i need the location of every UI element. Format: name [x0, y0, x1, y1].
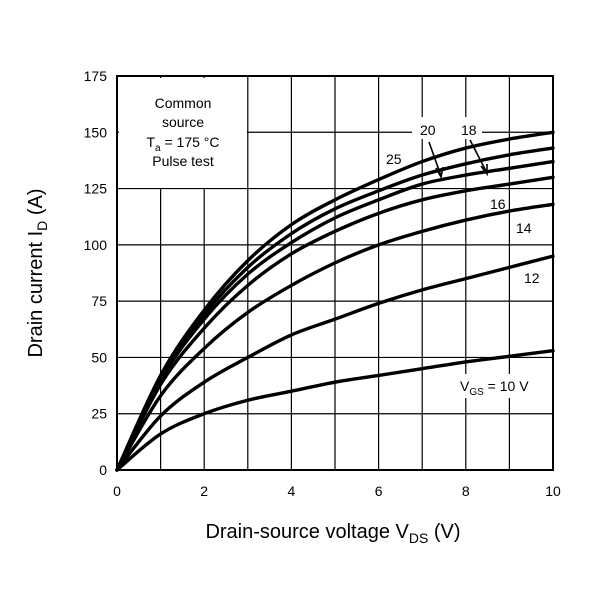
condition-temperature: Ta = 175 °C [146, 134, 219, 154]
vgs-sub: GS [469, 387, 484, 398]
condition-pulse: Pulse test [152, 153, 214, 169]
pointer-arrow-20 [428, 141, 444, 180]
x-tick-label: 4 [288, 483, 296, 499]
x-tick-label: 6 [375, 483, 383, 499]
y-axis-label-sub: D [34, 221, 50, 231]
y-tick-label: 150 [84, 124, 108, 140]
curve-vgs-16 [115, 175, 555, 472]
x-tick-label: 10 [545, 483, 561, 499]
x-axis-label-sub: DS [409, 530, 428, 546]
plot-frame [116, 75, 554, 471]
y-tick-label: 25 [91, 406, 107, 422]
x-axis-label-text: Drain-source voltage V [205, 521, 409, 543]
x-tick-label: 2 [200, 483, 208, 499]
curve-label-20: 20 [420, 122, 436, 138]
curve-vgs-12 [115, 254, 555, 472]
curve-label-25: 25 [386, 151, 402, 167]
label-bg-20-18 [412, 117, 482, 139]
condition-source: source [162, 114, 204, 130]
curve-label-14: 14 [516, 220, 532, 236]
y-axis-label: Drain current ID (A) [25, 188, 50, 357]
curve-label-vgs10: VGS = 10 V [460, 378, 529, 398]
label-bg-vgs [455, 374, 550, 398]
curve-label-16: 16 [490, 196, 506, 212]
vgs-prefix: V [460, 378, 470, 394]
y-tick-label: 100 [84, 237, 108, 253]
y-tick-label: 175 [84, 68, 108, 84]
y-axis-label-text: Drain current I [25, 231, 47, 358]
x-axis-label-unit: (V) [428, 521, 460, 543]
y-tick-label: 125 [84, 181, 108, 197]
condition-temp-sub: a [155, 143, 161, 154]
y-axis-label-unit: (A) [25, 188, 47, 220]
x-tick-label: 8 [462, 483, 470, 499]
pointer-arrow-18 [469, 139, 488, 177]
y-tick-label: 75 [91, 293, 107, 309]
condition-temp-symbol: T [146, 134, 155, 150]
y-tick-label: 0 [99, 462, 107, 478]
y-tick-label: 50 [91, 349, 107, 365]
curve-label-12: 12 [524, 270, 540, 286]
vgs-suffix: = 10 V [484, 378, 529, 394]
x-tick-label: 0 [113, 483, 121, 499]
condition-common: Common [155, 95, 212, 111]
condition-temp-value: = 175 °C [161, 134, 220, 150]
x-axis-label: Drain-source voltage VDS (V) [205, 521, 460, 546]
curve-vgs-14 [115, 202, 555, 472]
conditions-box [119, 78, 247, 188]
curve-label-18: 18 [461, 122, 477, 138]
curve-vgs-10 [115, 348, 555, 472]
